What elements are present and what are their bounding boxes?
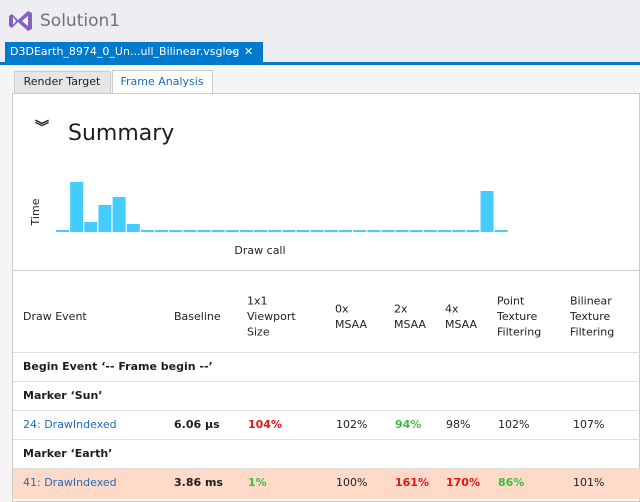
timing-bar[interactable]: [211, 230, 225, 232]
timing-bar[interactable]: [140, 230, 154, 232]
variant-value: 86%: [498, 476, 524, 489]
draw-event-link[interactable]: 41: DrawIndexed: [23, 476, 117, 489]
variant-value: 107%: [573, 418, 604, 431]
timing-bar[interactable]: [310, 230, 324, 232]
timing-bar[interactable]: [98, 205, 112, 232]
timing-bar[interactable]: [324, 230, 338, 232]
baseline-value: 3.86 ms: [174, 476, 223, 489]
column-header: Baseline: [174, 310, 221, 323]
view-tab[interactable]: [112, 70, 213, 94]
variant-value: 101%: [573, 476, 604, 489]
variant-value: 170%: [446, 476, 480, 489]
timing-bar[interactable]: [381, 230, 395, 232]
variant-value: 1%: [248, 476, 267, 489]
column-header: Texture: [569, 310, 610, 323]
window-title: Solution1: [40, 11, 120, 31]
timing-bar[interactable]: [126, 224, 140, 232]
column-header: MSAA: [445, 318, 478, 331]
column-header: Filtering: [570, 326, 614, 339]
timing-bar[interactable]: [84, 222, 98, 232]
vs-logo: [9, 11, 32, 31]
document-tab[interactable]: [5, 42, 263, 63]
column-header: 0x: [335, 302, 349, 315]
timing-bar[interactable]: [56, 230, 69, 232]
timing-bar[interactable]: [452, 230, 466, 232]
timing-bar[interactable]: [254, 230, 268, 232]
timing-bar[interactable]: [367, 230, 381, 232]
timing-bar[interactable]: [112, 197, 126, 232]
summary-toggle[interactable]: ︾: [35, 119, 49, 136]
timing-bar[interactable]: [395, 230, 409, 232]
column-header: Filtering: [497, 326, 541, 339]
timing-bar[interactable]: [239, 230, 253, 232]
timing-bar[interactable]: [494, 230, 508, 232]
timing-bar[interactable]: [339, 230, 352, 232]
timing-bar[interactable]: [438, 230, 452, 232]
timing-bar[interactable]: [409, 230, 423, 232]
selected-row[interactable]: [13, 469, 640, 499]
variant-value: 161%: [395, 476, 429, 489]
column-header: MSAA: [335, 318, 368, 331]
timing-bar[interactable]: [282, 230, 296, 232]
variant-value: 94%: [395, 418, 421, 431]
summary-heading: Summary: [68, 121, 174, 146]
timing-bar[interactable]: [70, 182, 84, 232]
view-tab[interactable]: [14, 71, 111, 94]
variant-value: 104%: [248, 418, 282, 431]
variant-value: 100%: [336, 476, 367, 489]
timing-bar[interactable]: [169, 230, 183, 232]
draw-event-link[interactable]: 24: DrawIndexed: [23, 418, 117, 431]
column-header: Point: [497, 295, 525, 308]
tab-underline: [0, 62, 640, 65]
view-tab-label: Render Target: [24, 75, 101, 88]
close-button[interactable]: ✕: [244, 45, 253, 58]
group-label: Marker ‘Earth’: [23, 447, 112, 460]
timing-bar[interactable]: [353, 230, 367, 232]
column-header: Texture: [496, 310, 537, 323]
variant-value: 102%: [498, 418, 529, 431]
column-header: Draw Event: [23, 310, 87, 323]
document-tab-label: D3DEarth_8974_0_Un...ull_Bilinear.vsglog: [10, 45, 239, 58]
column-header: MSAA: [394, 318, 427, 331]
timing-bar[interactable]: [183, 230, 197, 232]
timing-bar[interactable]: [466, 230, 480, 232]
variant-value: 98%: [446, 418, 470, 431]
timing-bar[interactable]: [423, 230, 437, 232]
variant-value: 102%: [336, 418, 367, 431]
timing-bar[interactable]: [480, 191, 494, 232]
timing-bar[interactable]: [296, 230, 310, 232]
group-label: Begin Event ‘-- Frame begin --’: [23, 360, 213, 373]
column-header: 4x: [445, 302, 459, 315]
group-label: Marker ‘Sun’: [23, 389, 102, 402]
column-header: Bilinear: [570, 295, 612, 308]
chart-x-label: Draw call: [234, 244, 285, 257]
column-header: 1x1: [247, 295, 268, 308]
view-tab-label: Frame Analysis: [120, 75, 203, 88]
chart-y-label: Time: [29, 198, 42, 226]
timing-bar[interactable]: [197, 230, 211, 232]
timing-bar[interactable]: [155, 230, 169, 232]
column-header: 2x: [394, 302, 408, 315]
timing-bar[interactable]: [225, 230, 239, 232]
baseline-value: 6.06 µs: [174, 418, 220, 431]
content-panel: [12, 93, 640, 502]
column-header: Viewport: [247, 310, 296, 323]
column-header: Size: [247, 326, 270, 339]
pin-button[interactable]: ⊸: [228, 47, 236, 58]
timing-bar[interactable]: [268, 230, 282, 232]
